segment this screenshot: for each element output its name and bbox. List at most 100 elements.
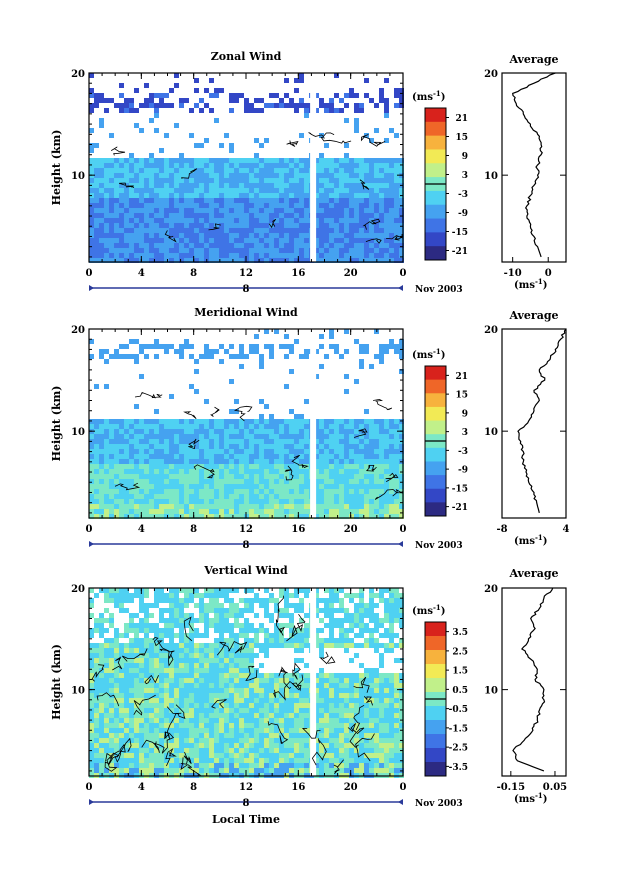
colorbar-tick-label: -9 (458, 466, 468, 476)
x-tick-label: 12 (239, 524, 253, 535)
colorbar-tick-label: -15 (452, 228, 468, 238)
y-axis-label: Height (km) (50, 644, 63, 720)
average-unit-label: (ms-1) (514, 533, 547, 547)
average-x-tick-label: -8 (496, 524, 507, 535)
colorbar-tick-label: 9 (462, 409, 468, 419)
x-tick-label: 4 (138, 268, 145, 279)
day-label: 8 (243, 798, 250, 809)
colorbar-tick-label: 3 (462, 428, 468, 438)
panel-title: Zonal Wind (211, 50, 282, 63)
average-frame (501, 72, 567, 263)
colorbar-swatch (425, 488, 446, 503)
colorbar-swatch (425, 379, 446, 394)
x-axis: 0 4 8 12 16 20 0 (86, 329, 407, 535)
colorbar-swatch (425, 366, 446, 381)
date-label: Nov 2003 (415, 541, 463, 551)
colorbar-swatch (425, 420, 446, 435)
colorbar-swatch (425, 246, 446, 261)
colorbar-tick-label: 15 (455, 133, 468, 143)
x-tick-label: 12 (239, 782, 253, 793)
x-tick-label: 20 (344, 524, 358, 535)
average-x-tick-label: 4 (563, 524, 570, 535)
x-tick-label: 16 (291, 268, 305, 279)
colorbar-swatch (425, 135, 446, 150)
colorbar-tick-label: 1.5 (452, 667, 468, 677)
colorbar-tick-label: 21 (455, 372, 468, 382)
average-panel: Average 10 20 -8 4 (ms-1) (484, 309, 569, 547)
contour-lines (110, 132, 403, 244)
colorbar-swatch (425, 406, 446, 422)
average-unit-label: (ms-1) (514, 277, 547, 291)
colorbar-swatch (425, 720, 446, 735)
y-tick-label: 10 (71, 427, 85, 438)
average-profile-line (517, 328, 567, 514)
panel-zonal-wind: Zonal Wind 0 4 8 12 16 20 0 10 20 Height (km) 8 Nov … (50, 50, 567, 295)
colorbar-tick-label: 3.5 (452, 628, 468, 638)
colorbar-swatch (425, 502, 446, 517)
colorbar-swatch (425, 393, 446, 408)
average-title: Average (508, 567, 558, 580)
y-tick-label: 20 (71, 69, 85, 80)
colorbar-tick-label: 15 (455, 391, 468, 401)
average-title: Average (508, 309, 558, 322)
colorbar-unit-label: (ms-1) (412, 347, 445, 361)
colorbar-unit-label: (ms-1) (412, 89, 445, 103)
day-indicator: 8 (89, 798, 403, 809)
x-tick-label: 0 (86, 268, 93, 279)
x-tick-label: 20 (344, 268, 358, 279)
colorbar-tick-label: -0.5 (449, 705, 468, 715)
data-gap (310, 588, 317, 776)
date-label: Nov 2003 (415, 799, 463, 809)
average-frame (501, 328, 567, 519)
heatmap-field (89, 588, 404, 778)
colorbar-swatch (425, 734, 446, 749)
panel-vertical-wind: Vertical Wind 0 4 8 12 16 20 0 10 20 Height (km) 8 N… (50, 564, 567, 809)
colorbar: 21 15 9 3 -3 -9 -15 -21 (ms-1) (412, 89, 468, 261)
colorbar-swatch (425, 664, 446, 679)
data-gap (310, 73, 317, 262)
colorbar-tick-label: -15 (452, 484, 468, 494)
average-panel: Average 10 20 -10 0(ms-1) (484, 53, 567, 291)
y-tick-label: 10 (71, 686, 85, 697)
x-tick-label: 0 (400, 524, 407, 535)
average-unit-label: (ms-1) (514, 791, 547, 805)
colorbar-tick-label: -9 (458, 209, 468, 219)
x-tick-label: 0 (400, 268, 407, 279)
x-tick-label: 0 (86, 782, 93, 793)
x-tick-label: 0 (86, 524, 93, 535)
date-label: Nov 2003 (415, 285, 463, 295)
average-x-tick-label: -0.15 (497, 782, 526, 793)
colorbar-tick-label: 21 (455, 114, 468, 124)
contour-lines (91, 595, 375, 776)
colorbar-tick-label: 3 (462, 171, 468, 181)
day-indicator: 8 (89, 284, 403, 295)
colorbar-swatch (425, 190, 446, 206)
y-tick-label: 20 (71, 325, 85, 336)
colorbar-swatch (425, 762, 446, 777)
x-axis-label: Local Time (212, 813, 280, 826)
average-profile-line (512, 587, 554, 772)
colorbar-swatch (425, 706, 446, 721)
colorbar-swatch (425, 622, 446, 637)
x-tick-label: 0 (400, 782, 407, 793)
x-axis: 0 4 8 12 16 20 0 (86, 588, 407, 793)
panel-title: Meridional Wind (194, 306, 298, 319)
colorbar-swatch (425, 678, 446, 693)
colorbar-unit-label: (ms-1) (412, 603, 445, 617)
average-profile-line (512, 72, 556, 258)
colorbar-swatch (425, 232, 446, 247)
colorbar-swatch (425, 121, 446, 137)
contour-lines (114, 391, 403, 500)
colorbar-tick-label: -21 (452, 503, 468, 513)
x-tick-label: 8 (190, 268, 197, 279)
heatmap-field (89, 329, 404, 519)
y-axis-label: Height (km) (50, 386, 63, 462)
colorbar-swatch (425, 475, 446, 490)
colorbar-swatch (425, 748, 446, 763)
colorbar-tick-label: -3 (458, 190, 468, 200)
colorbar-tick-label: -2.5 (449, 744, 468, 754)
day-indicator: 8 (89, 540, 403, 551)
colorbar: 21 15 9 3 -3 -9 -15 -21 (ms-1) (412, 347, 468, 517)
day-label: 8 (243, 284, 250, 295)
